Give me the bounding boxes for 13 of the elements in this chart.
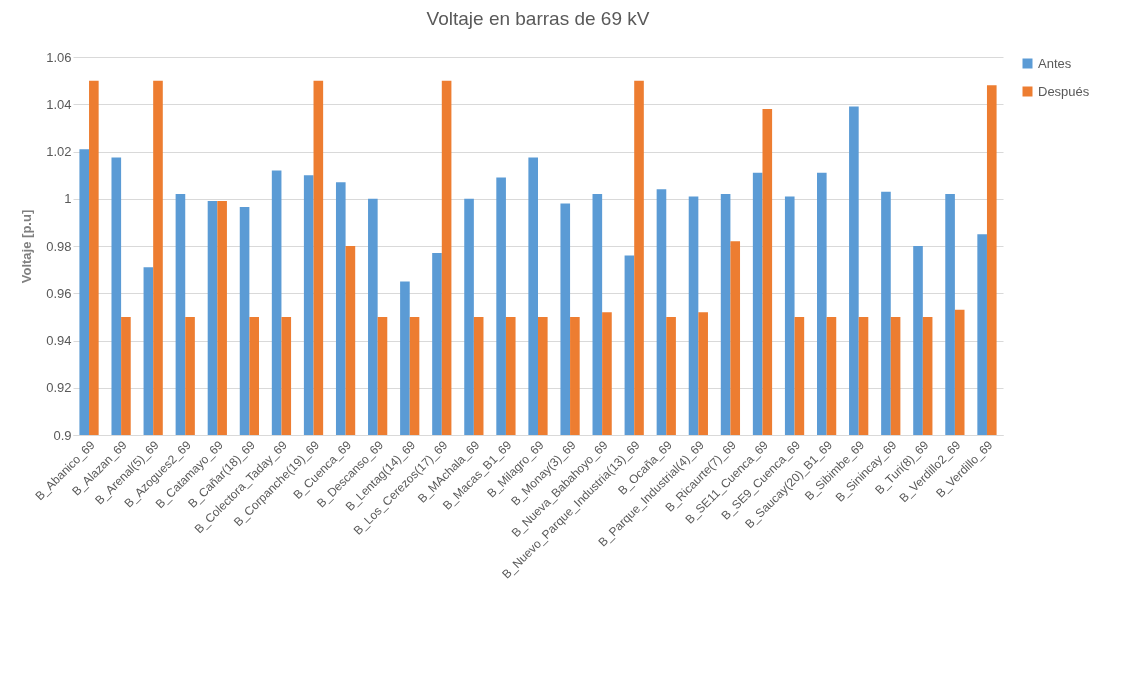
legend-label: Antes — [1038, 55, 1072, 71]
y-tick-label: 1.04 — [46, 96, 72, 112]
y-tick-label: 0.92 — [46, 380, 72, 396]
chart-title: Voltaje en barras de 69 kV — [426, 8, 650, 29]
y-tick-label: 1.06 — [46, 49, 72, 65]
y-tick-label: 1.02 — [46, 144, 72, 159]
y-tick-label: 1 — [64, 191, 72, 207]
y-axis-title: Voltaje [p.u] — [19, 209, 35, 284]
y-tick-label: 0.98 — [46, 238, 72, 254]
legend-label: Después — [1038, 83, 1090, 99]
y-tick-label: 0.96 — [46, 285, 72, 301]
y-tick-label: 0.94 — [46, 333, 72, 348]
y-tick-label: 0.9 — [53, 427, 72, 443]
